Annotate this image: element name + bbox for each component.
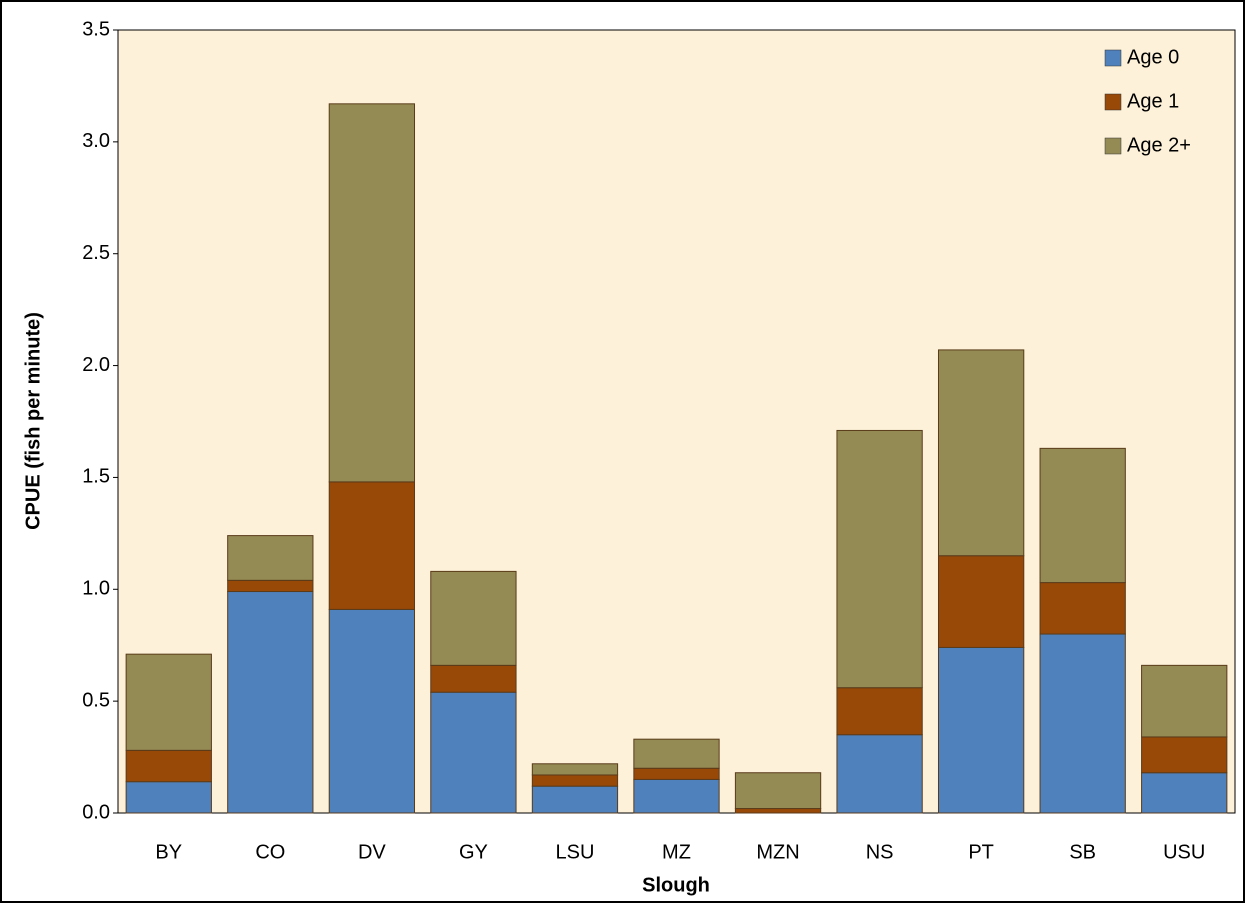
bar-segment (633, 767, 720, 780)
bar-segment (227, 591, 314, 814)
x-tick-label: CO (255, 841, 285, 863)
bar-segment (937, 349, 1025, 557)
bar-segment (430, 691, 517, 814)
y-tick-label: 2.5 (82, 242, 110, 264)
bar-segment (937, 555, 1025, 648)
y-tick-label: 2.0 (82, 354, 110, 376)
bar-segment (734, 808, 822, 814)
x-tick-label: LSU (556, 841, 595, 863)
bar-segment (1039, 582, 1126, 635)
bar-segment (1141, 664, 1228, 738)
y-tick-label: 3.0 (82, 130, 110, 152)
bar-segment (227, 579, 314, 593)
legend-swatch (1104, 137, 1122, 155)
y-tick-label: 1.0 (82, 578, 110, 600)
bar-segment (227, 535, 314, 581)
bar-segment (328, 608, 416, 814)
y-tick-label: 0.5 (82, 689, 110, 711)
bar-segment (633, 778, 720, 814)
bar-segment (125, 749, 212, 783)
bar-segment (734, 772, 822, 810)
x-tick-label: PT (968, 841, 994, 863)
bar-segment (430, 570, 517, 666)
bar-segment (328, 481, 416, 610)
bar-segment (531, 763, 619, 776)
bar-segment (937, 646, 1025, 814)
bar-segment (1141, 736, 1228, 774)
legend-label: Age 1 (1127, 90, 1179, 112)
x-tick-label: DV (358, 841, 386, 863)
bar-segment (836, 687, 923, 736)
x-tick-label: BY (155, 841, 182, 863)
bar-segment (836, 429, 923, 689)
x-tick-label: SB (1069, 841, 1096, 863)
y-tick-label: 3.5 (82, 18, 110, 40)
x-tick-label: MZ (662, 841, 691, 863)
bar-segment (531, 774, 619, 787)
bar-segment (1039, 633, 1126, 814)
bar-segment (633, 738, 720, 769)
bar-segment (1141, 772, 1228, 814)
bar-segment (836, 734, 923, 814)
legend-swatch (1104, 49, 1122, 67)
y-tick-label: 0.0 (82, 801, 110, 823)
bar-segment (125, 653, 212, 751)
x-tick-label: USU (1163, 841, 1205, 863)
x-tick-label: NS (866, 841, 894, 863)
x-axis-label: Slough (642, 874, 710, 896)
x-tick-label: GY (459, 841, 488, 863)
legend-label: Age 0 (1127, 46, 1179, 68)
y-axis-label: CPUE (fish per minute) (22, 312, 44, 530)
bar-segment (328, 103, 416, 483)
bar-segment (1039, 447, 1126, 584)
bar-segment (531, 785, 619, 814)
bar-segment (125, 781, 212, 814)
x-tick-label: MZN (756, 841, 799, 863)
bar-segment (430, 664, 517, 693)
y-tick-label: 1.5 (82, 466, 110, 488)
legend-label: Age 2+ (1127, 134, 1191, 156)
legend-swatch (1104, 93, 1122, 111)
